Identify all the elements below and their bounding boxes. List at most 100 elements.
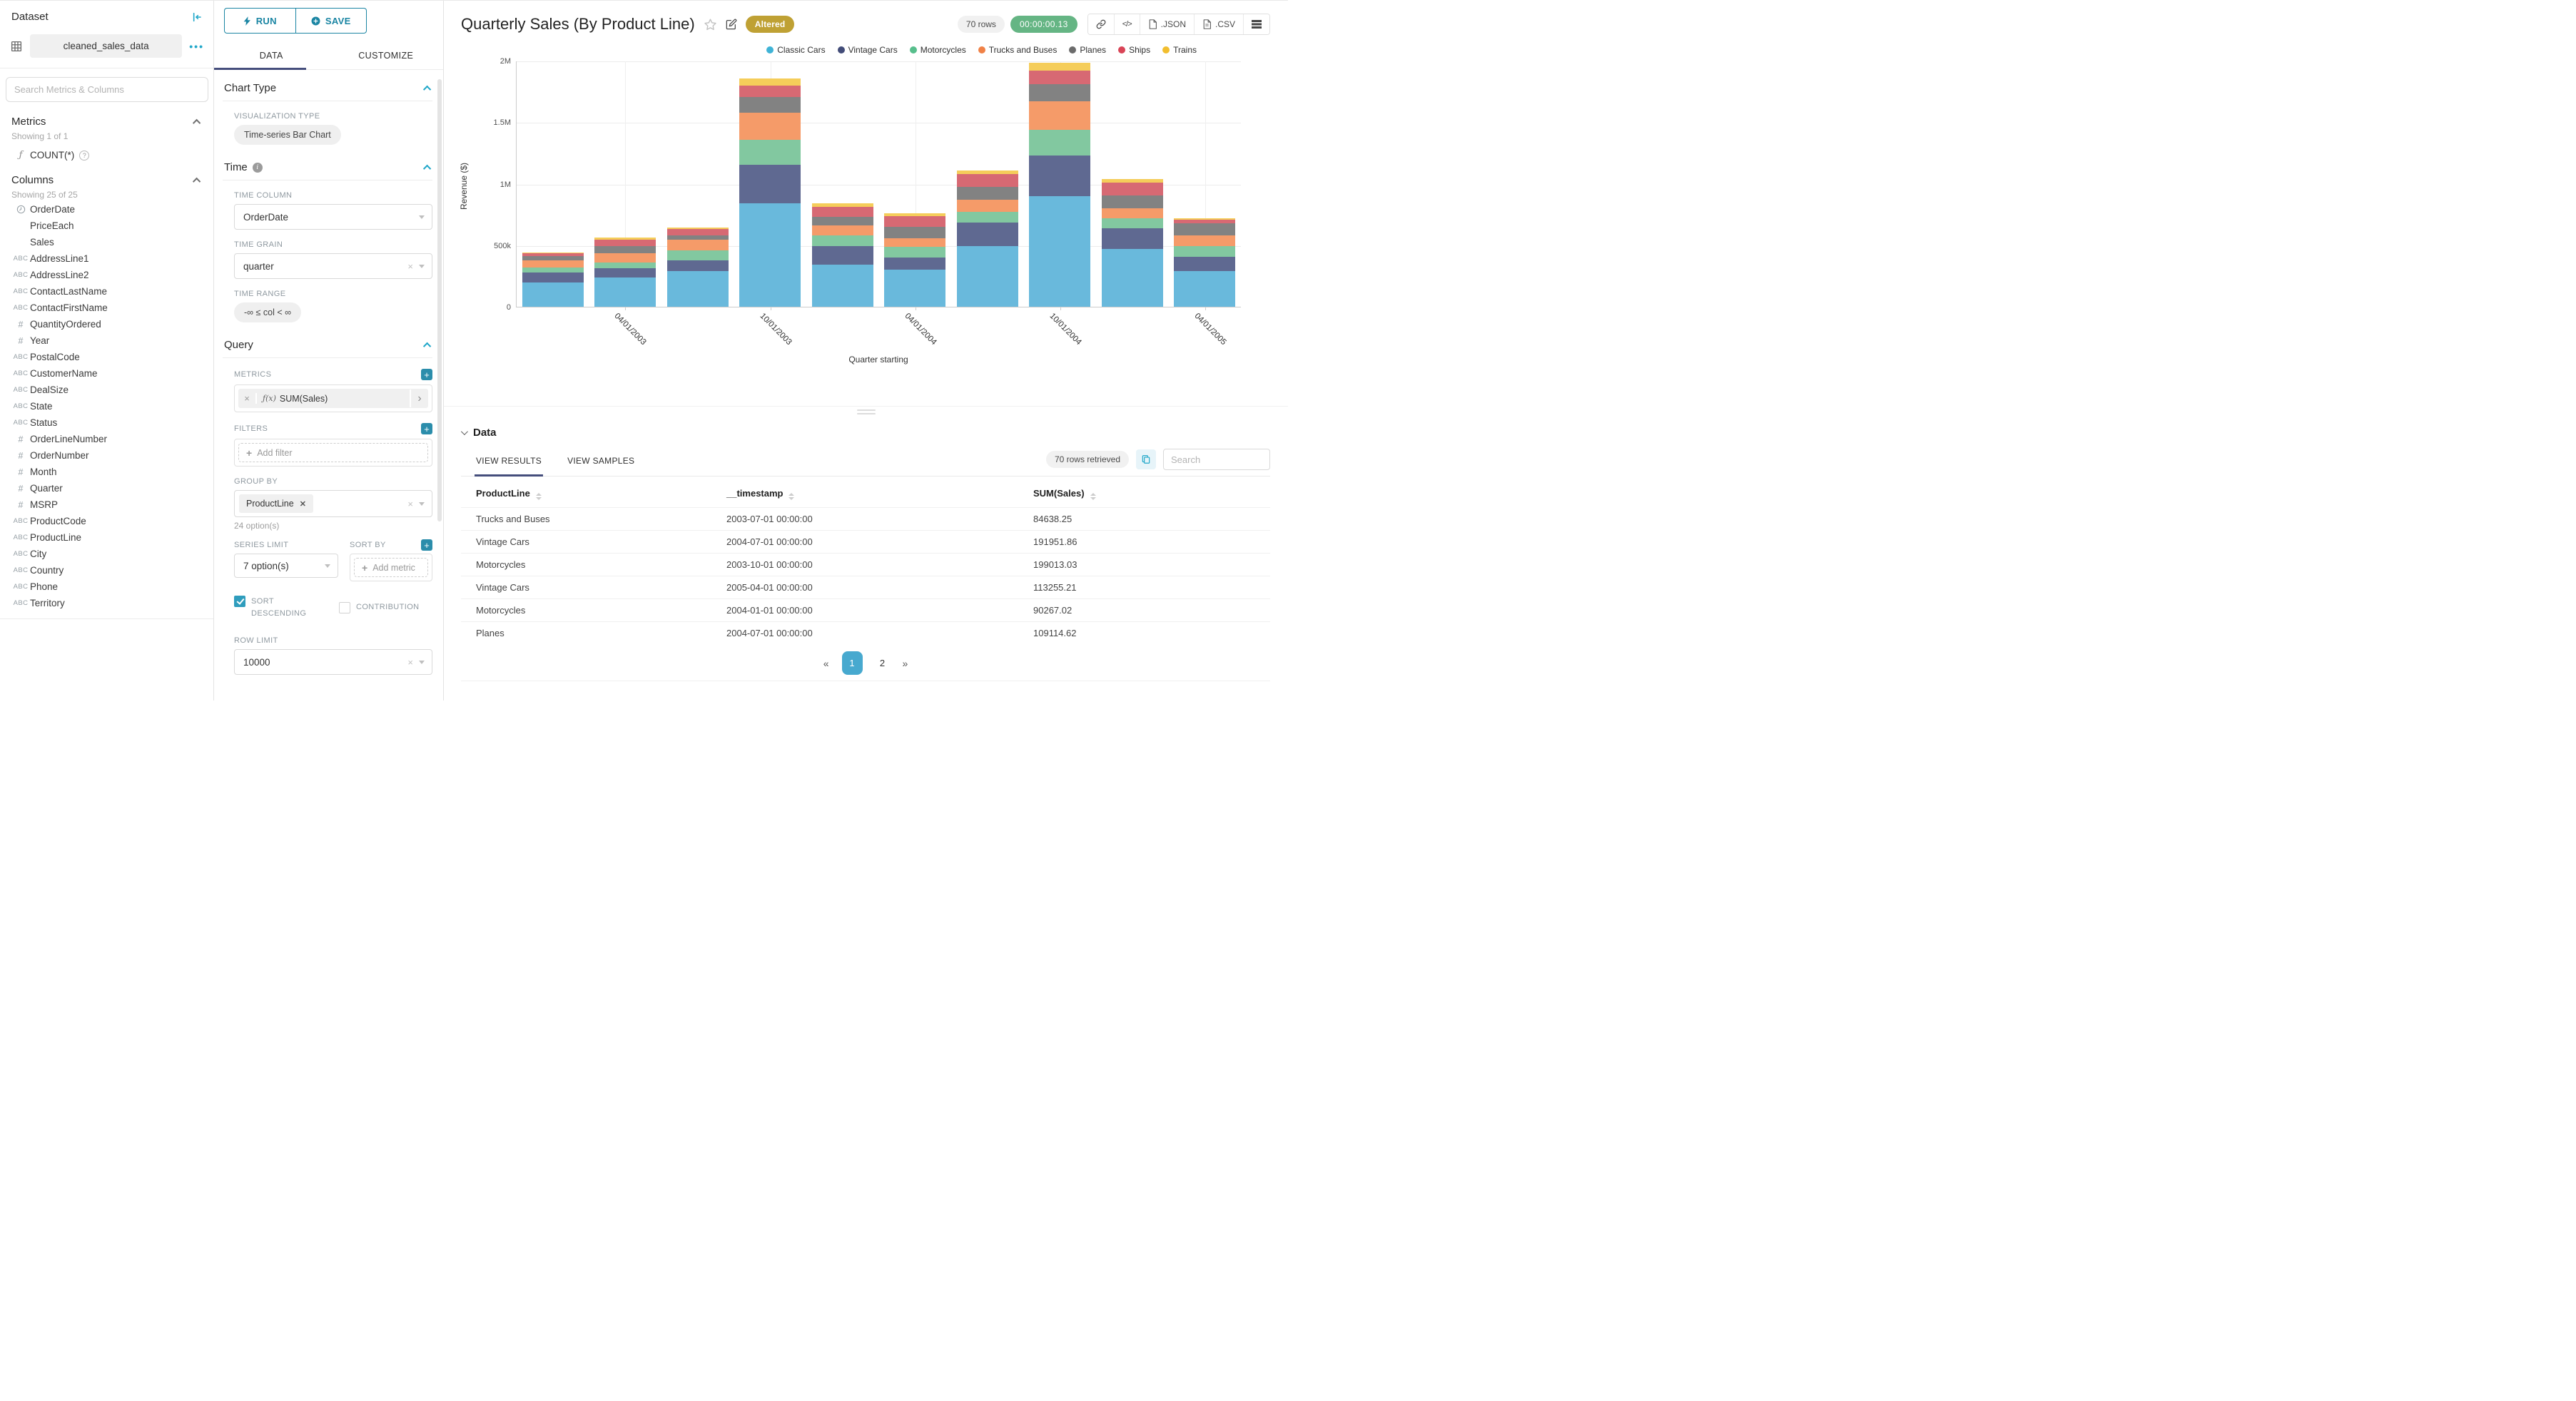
bar-segment[interactable] (1029, 155, 1091, 196)
bar-segment[interactable] (522, 253, 584, 257)
metrics-collapse-icon[interactable] (192, 118, 201, 127)
column-header-sum-sales[interactable]: SUM(Sales) (1033, 478, 1270, 508)
table-row[interactable]: Vintage Cars 2005-04-01 00:00:00 113255.21 (461, 576, 1270, 599)
stacked-bar[interactable] (1101, 178, 1163, 307)
bar-segment[interactable] (522, 272, 584, 282)
column-item[interactable]: OrderDate (0, 201, 213, 218)
altered-badge[interactable]: Altered (745, 16, 795, 33)
bar-segment[interactable] (811, 225, 873, 235)
bar-segment[interactable] (739, 203, 801, 307)
column-item[interactable]: ABC DealSize (0, 382, 213, 398)
embed-code-button[interactable]: </> (1113, 14, 1140, 34)
column-item[interactable]: # OrderNumber (0, 447, 213, 464)
metric-item[interactable]: ƒ COUNT(*) ? (0, 143, 213, 163)
bar-segment[interactable] (594, 268, 656, 277)
column-item[interactable]: ABC ProductLine (0, 529, 213, 546)
export-json-button[interactable]: .JSON (1139, 14, 1194, 34)
column-item[interactable]: PriceEach (0, 218, 213, 234)
bar-segment[interactable] (522, 282, 584, 307)
bar-segment[interactable] (739, 85, 801, 98)
remove-chip-icon[interactable]: ✕ (299, 499, 306, 509)
dataset-search-input[interactable] (6, 77, 208, 102)
bar-segment[interactable] (666, 227, 729, 229)
group-by-chip[interactable]: ProductLine ✕ (239, 494, 313, 513)
bar-segment[interactable] (956, 170, 1018, 175)
bar-segment[interactable] (666, 240, 729, 250)
copy-data-button[interactable] (1136, 449, 1156, 469)
add-metric-button[interactable]: + (421, 369, 432, 380)
column-item[interactable]: ABC City (0, 546, 213, 562)
add-sort-metric-dropzone[interactable]: + Add metric (354, 558, 428, 577)
metric-chip[interactable]: × ƒ(x) SUM(Sales) › (238, 389, 428, 408)
menu-button[interactable] (1243, 14, 1269, 34)
collapse-data-icon[interactable] (460, 428, 468, 436)
bar-segment[interactable] (1029, 129, 1091, 156)
copy-link-button[interactable] (1087, 14, 1114, 34)
column-item[interactable]: ABC CustomerName (0, 365, 213, 382)
column-item[interactable]: # Month (0, 464, 213, 480)
column-item[interactable]: Sales (0, 234, 213, 250)
bar-segment[interactable] (884, 213, 946, 217)
bar-segment[interactable] (1101, 248, 1163, 307)
add-filter-dropzone[interactable]: + Add filter (238, 443, 428, 462)
bar-segment[interactable] (811, 235, 873, 247)
bar-segment[interactable] (1029, 195, 1091, 307)
bar-segment[interactable] (811, 265, 873, 307)
bar-segment[interactable] (956, 246, 1018, 307)
table-row[interactable]: Planes 2004-07-01 00:00:00 109114.62 (461, 621, 1270, 644)
bar-segment[interactable] (956, 200, 1018, 212)
bar-segment[interactable] (1174, 246, 1236, 258)
stacked-bar[interactable] (884, 213, 946, 307)
results-search-input[interactable] (1163, 449, 1270, 470)
bar-segment[interactable] (594, 253, 656, 263)
tab-view-samples[interactable]: VIEW SAMPLES (567, 456, 635, 466)
legend-item[interactable]: Ships (1118, 45, 1150, 55)
column-header-timestamp[interactable]: __timestamp (726, 478, 1033, 508)
bar-segment[interactable] (1174, 218, 1236, 220)
bar-segment[interactable] (594, 245, 656, 253)
table-row[interactable]: Vintage Cars 2004-07-01 00:00:00 191951.86 (461, 530, 1270, 554)
bar-segment[interactable] (956, 174, 1018, 187)
table-row[interactable]: Trucks and Buses 2003-07-01 00:00:00 84638… (461, 507, 1270, 531)
legend-item[interactable]: Planes (1069, 45, 1106, 55)
scrollbar[interactable] (437, 79, 442, 521)
bar-segment[interactable] (666, 250, 729, 261)
tab-customize[interactable]: CUSTOMIZE (358, 51, 414, 61)
favorite-star-icon[interactable] (704, 18, 717, 31)
bar-segment[interactable] (594, 262, 656, 268)
bar-segment[interactable] (1101, 195, 1163, 209)
column-item[interactable]: ABC PostalCode (0, 349, 213, 365)
bar-segment[interactable] (956, 223, 1018, 247)
column-item[interactable]: # Quarter (0, 480, 213, 496)
dataset-more-icon[interactable]: ••• (189, 40, 204, 52)
column-item[interactable]: ABC Country (0, 562, 213, 579)
stacked-bar[interactable] (594, 238, 656, 307)
export-csv-button[interactable]: .CSV (1193, 14, 1243, 34)
bar-segment[interactable] (522, 267, 584, 272)
bar-segment[interactable] (1029, 70, 1091, 84)
group-by-select[interactable]: ProductLine ✕ × (234, 490, 432, 517)
add-sort-by-button[interactable]: + (421, 539, 432, 551)
column-item[interactable]: ABC ContactLastName (0, 283, 213, 300)
bar-segment[interactable] (1101, 208, 1163, 218)
bar-segment[interactable] (522, 256, 584, 260)
table-row[interactable]: Motorcycles 2003-10-01 00:00:00 199013.03 (461, 553, 1270, 576)
bar-segment[interactable] (666, 235, 729, 240)
save-button[interactable]: SAVE (295, 8, 367, 34)
bar-segment[interactable] (666, 228, 729, 236)
time-column-select[interactable]: OrderDate (234, 204, 432, 230)
bar-segment[interactable] (739, 112, 801, 141)
bar-segment[interactable] (739, 164, 801, 204)
bar-segment[interactable] (1101, 228, 1163, 249)
clear-icon[interactable]: × (407, 656, 413, 668)
bar-segment[interactable] (956, 211, 1018, 223)
column-item[interactable]: # OrderLineNumber (0, 431, 213, 447)
tab-data[interactable]: DATA (259, 51, 283, 61)
bar-segment[interactable] (594, 238, 656, 240)
legend-item[interactable]: Vintage Cars (837, 45, 898, 55)
bar-segment[interactable] (1174, 270, 1236, 307)
stacked-bar[interactable] (739, 78, 801, 307)
column-item[interactable]: ABC AddressLine1 (0, 250, 213, 267)
bar-segment[interactable] (1174, 223, 1236, 235)
query-collapse-icon[interactable] (422, 342, 432, 350)
